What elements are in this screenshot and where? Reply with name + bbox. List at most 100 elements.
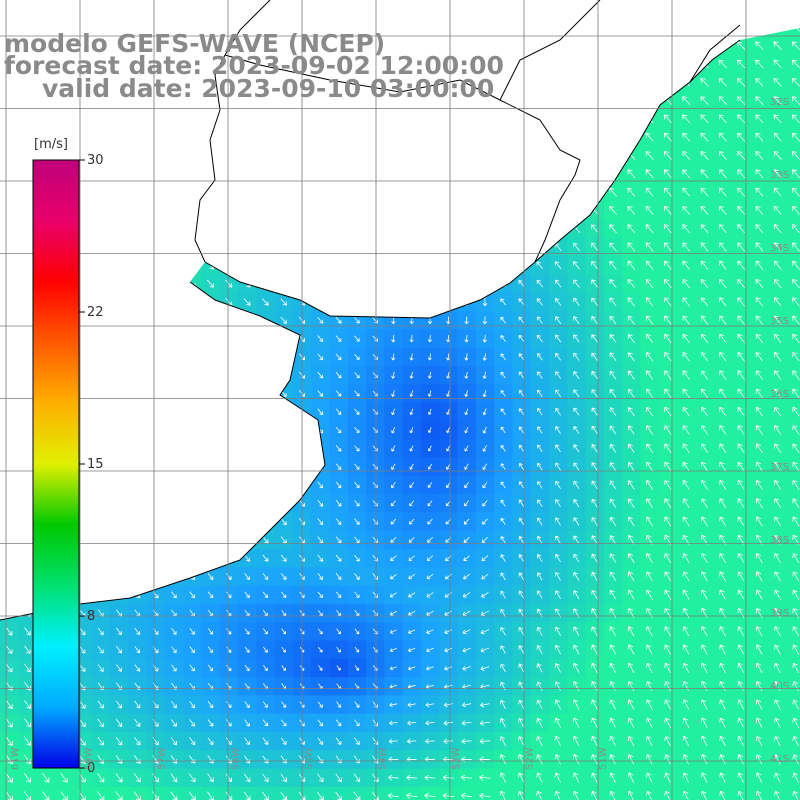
wind-arrow: [664, 516, 672, 527]
wind-arrow: [591, 644, 598, 655]
wind-cell: [786, 256, 800, 275]
wind-arrow: [737, 278, 745, 289]
wind-arrow: [518, 408, 525, 416]
wind-arrow: [774, 553, 781, 564]
wind-arrow: [499, 790, 506, 800]
wind-arrow: [700, 406, 709, 417]
border-uruguay: [194, 0, 741, 263]
wind-arrow: [664, 406, 672, 417]
wind-arrow: [554, 261, 562, 270]
wind-cell: [786, 347, 800, 367]
wind-arrow: [409, 335, 414, 343]
wind-arrow: [518, 590, 525, 599]
wind-arrow: [482, 316, 488, 325]
wind-arrow: [464, 353, 469, 361]
wind-arrow: [573, 535, 580, 545]
wind-arrow: [500, 627, 506, 636]
wind-arrow: [189, 591, 195, 599]
lat-label: 41S: [770, 754, 789, 765]
wind-arrow: [755, 498, 763, 509]
wind-arrow: [773, 114, 782, 124]
wind-arrow: [682, 589, 690, 600]
wind-arrow: [335, 445, 342, 452]
wind-arrow: [682, 278, 690, 289]
wind-arrow: [792, 735, 799, 747]
wind-arrow: [408, 610, 416, 616]
wind-arrow: [646, 662, 653, 673]
wind-arrow: [5, 718, 13, 728]
wind-arrow: [462, 666, 471, 671]
wind-arrow: [427, 408, 432, 415]
wind-arrow: [446, 427, 450, 434]
wind-arrow: [609, 279, 617, 289]
wind-arrow: [609, 297, 617, 307]
wind-cell: [786, 457, 800, 477]
wind-arrow: [627, 790, 634, 800]
wind-arrow: [391, 390, 395, 397]
wind-arrow: [518, 298, 525, 306]
wind-arrow: [591, 425, 598, 435]
wind-arrow: [244, 591, 250, 599]
wind-arrow: [134, 737, 141, 746]
wind-arrow: [554, 754, 561, 765]
wind-arrow: [591, 681, 598, 692]
wind-cell: [567, 786, 587, 800]
wind-arrow: [391, 463, 396, 470]
wind-arrow: [536, 535, 543, 544]
wind-arrow: [226, 701, 232, 709]
wind-arrow: [755, 260, 764, 270]
wind-arrow: [719, 370, 727, 380]
wind-arrow: [737, 662, 745, 673]
wind-arrow: [609, 315, 617, 325]
wind-arrow: [682, 443, 690, 454]
wind-arrow: [409, 408, 414, 415]
wind-cell: [786, 640, 800, 660]
wind-arrow: [682, 571, 690, 582]
wind-arrow: [244, 554, 251, 562]
wind-arrow: [572, 662, 580, 673]
wind-arrow: [646, 790, 652, 800]
lat-label: 38S: [770, 535, 789, 546]
wind-arrow: [536, 717, 543, 728]
wind-arrow: [627, 169, 636, 179]
wind-arrow: [388, 774, 399, 781]
wind-cell: [786, 292, 800, 312]
wind-arrow: [664, 772, 671, 783]
wind-arrow: [774, 443, 782, 454]
title-line-2: forecast date: 2023-09-02 12:00:00: [4, 51, 504, 80]
wind-arrow: [407, 702, 416, 708]
wind-arrow: [755, 534, 763, 545]
wind-arrow: [792, 205, 800, 215]
wind-arrow: [5, 700, 13, 710]
wind-arrow: [737, 443, 745, 454]
wind-arrow: [719, 315, 727, 325]
wind-arrow: [737, 571, 745, 582]
wind-arrow: [773, 205, 782, 215]
wind-cell: [146, 786, 166, 800]
wind-arrow: [719, 626, 726, 637]
wind-arrow: [427, 463, 433, 470]
wind-arrow: [391, 316, 396, 325]
wind-arrow: [426, 555, 434, 561]
wind-arrow: [537, 389, 543, 398]
wind-arrow: [207, 737, 214, 746]
wind-arrow: [682, 260, 690, 270]
wind-cell: [786, 512, 800, 532]
wind-arrow: [463, 555, 470, 562]
wind-arrow: [262, 536, 269, 544]
wind-arrow: [79, 700, 86, 709]
wind-arrow: [244, 719, 250, 727]
wind-arrow: [700, 169, 709, 179]
wind-arrow: [554, 663, 561, 673]
wind-arrow: [389, 702, 398, 708]
wind-arrow: [719, 388, 727, 399]
wind-arrow: [773, 59, 782, 69]
wind-arrow: [335, 554, 342, 562]
wind-arrow: [773, 260, 782, 270]
wind-arrow: [24, 627, 31, 636]
wind-cell: [786, 164, 800, 184]
wind-arrow: [406, 792, 418, 799]
colorbar-tick-label: 30: [87, 153, 104, 168]
wind-cell: [786, 91, 800, 111]
